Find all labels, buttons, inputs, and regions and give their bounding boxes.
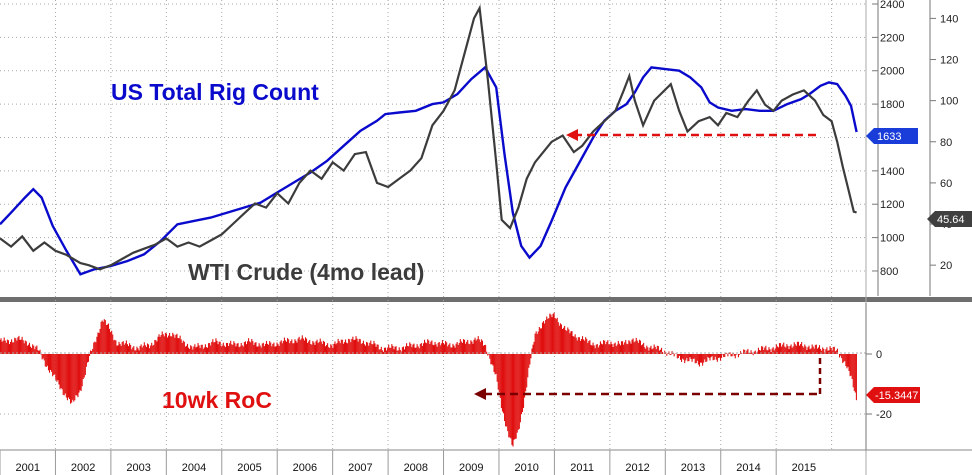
year-axis-label: 2004	[182, 462, 206, 474]
roc-label: 10wk RoC	[162, 387, 272, 413]
wti-axis-label: 20	[940, 260, 952, 272]
year-axis-label: 2007	[348, 462, 372, 474]
year-axis-label: 2003	[126, 462, 150, 474]
rig-axis-label: 1800	[880, 99, 904, 111]
wti-last-value-badge: 45.64	[927, 211, 972, 227]
wti-crude-line	[0, 4, 857, 271]
rig-axis-label: 1000	[880, 233, 904, 245]
rig-level-arrow	[566, 129, 818, 141]
panel-separator	[0, 297, 972, 302]
svg-text:45.64: 45.64	[937, 214, 965, 226]
rig-axis-label: 800	[880, 266, 898, 278]
year-axis-label: 2009	[459, 462, 483, 474]
wti-axis-label: 140	[940, 13, 958, 25]
rig-axis-label: 1400	[880, 166, 904, 178]
year-axis-label: 2006	[293, 462, 317, 474]
rig-count-label: US Total Rig Count	[111, 79, 319, 105]
roc-level-arrow	[474, 356, 822, 400]
year-axis-label: 2013	[681, 462, 705, 474]
roc-last-value-badge: -15.3447	[866, 387, 920, 403]
rig-axis-label: 2000	[880, 66, 904, 78]
year-axis-label: 2001	[15, 462, 39, 474]
roc-axis-label: 0	[876, 349, 882, 361]
roc-bars	[0, 312, 857, 447]
wti-axis-label: 80	[940, 137, 952, 149]
year-axis-label: 2005	[237, 462, 261, 474]
svg-text:-15.3447: -15.3447	[875, 390, 918, 402]
roc-axis-label: -20	[876, 409, 892, 421]
rig-last-value-badge: 1633	[866, 128, 918, 144]
year-axis-label: 2008	[404, 462, 428, 474]
year-axis-label: 2015	[792, 462, 816, 474]
wti-axis-label: 100	[940, 96, 958, 108]
wti-axis-label: 60	[940, 178, 952, 190]
roc-axis: 0 -20	[865, 303, 892, 450]
rig-axis-label: 2400	[880, 0, 904, 11]
rig-axis-label: 2200	[880, 32, 904, 44]
svg-text:1633: 1633	[877, 131, 901, 143]
year-axis-label: 2012	[625, 462, 649, 474]
year-axis-label: 2011	[570, 462, 594, 474]
rig-count-line	[0, 65, 858, 276]
wti-axis-label: 120	[940, 55, 958, 67]
year-axis-label: 2014	[736, 462, 760, 474]
year-axis-label: 2010	[514, 462, 538, 474]
rig-axis-label: 1200	[880, 199, 904, 211]
year-axis: 2001 2002 2003 2004 2005 2006 2007 2008 2009 2010…	[0, 449, 972, 475]
year-axis-label: 2002	[71, 462, 95, 474]
wti-crude-label: WTI Crude (4mo lead)	[188, 259, 424, 285]
